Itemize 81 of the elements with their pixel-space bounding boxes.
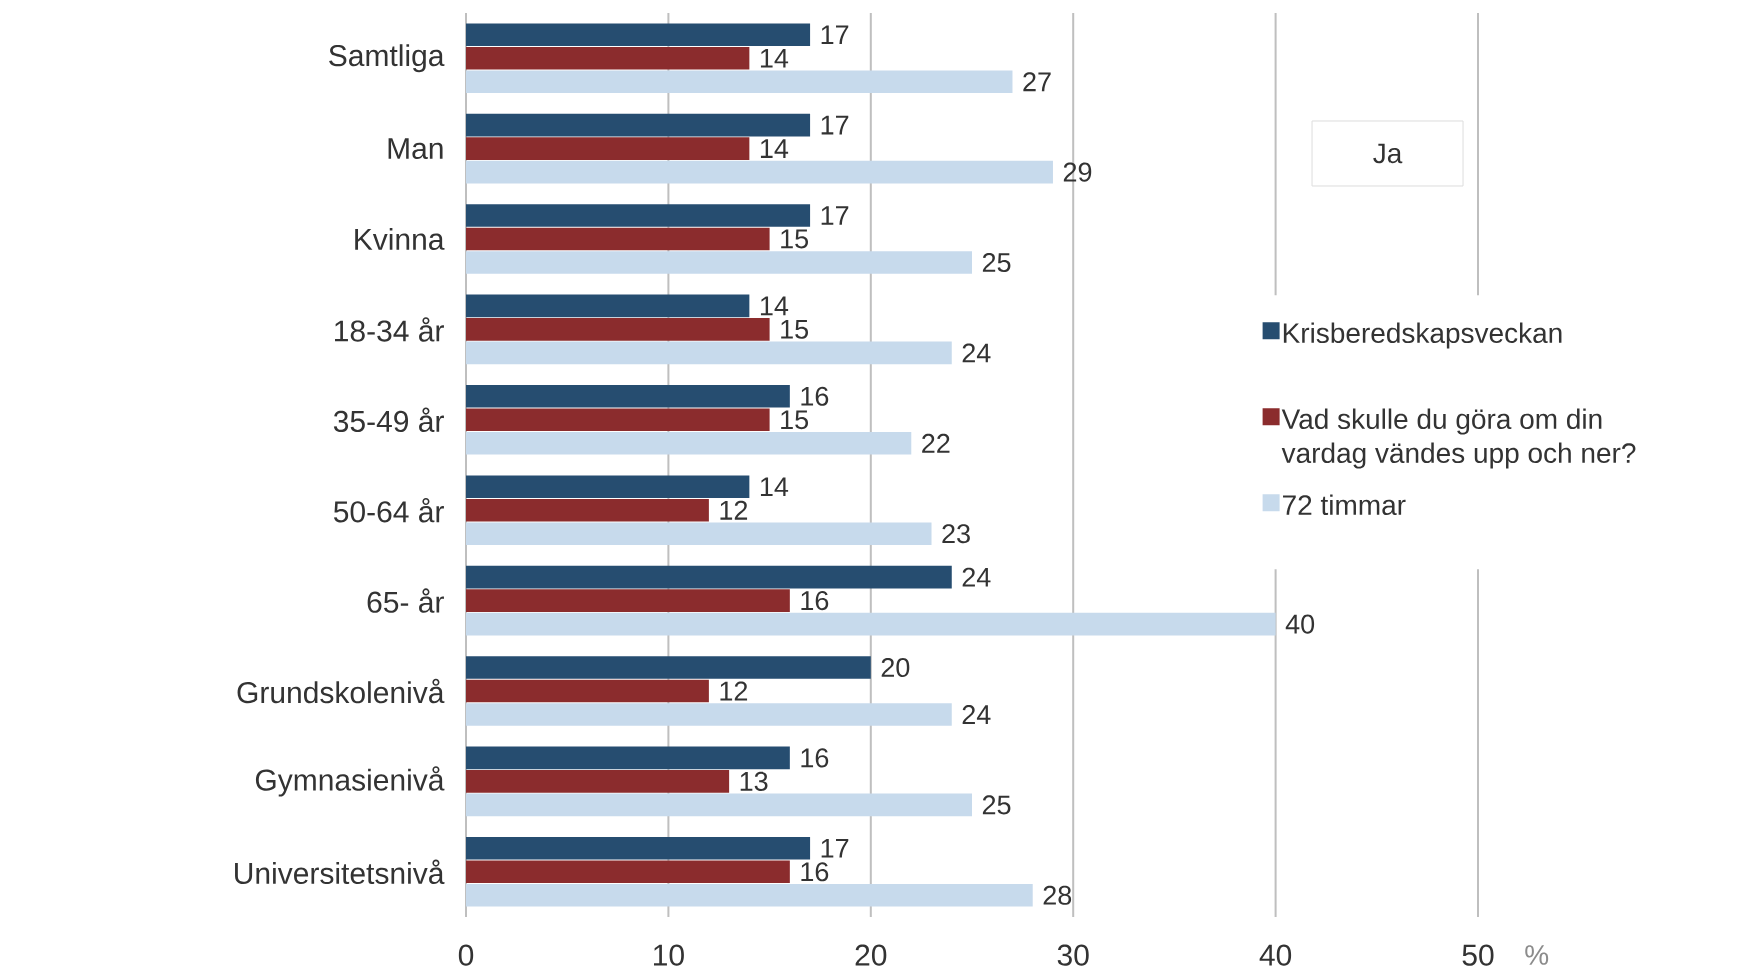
data-label: 17	[821, 206, 849, 225]
bar	[466, 341, 952, 365]
bar	[466, 522, 932, 546]
legend-label: 72 timmar	[1283, 494, 1406, 516]
y-tick-label: Man	[388, 138, 443, 160]
bar	[466, 251, 972, 274]
bar	[466, 498, 709, 522]
bar	[466, 432, 912, 455]
data-label: 40	[1285, 614, 1315, 634]
bar	[466, 770, 730, 793]
data-label: 24	[962, 705, 991, 724]
y-tick-label: Samtliga	[329, 44, 445, 73]
data-label: 24	[962, 567, 991, 587]
y-tick-label: Kvinna	[355, 227, 445, 251]
data-label: 14	[760, 139, 789, 158]
data-label: 16	[801, 591, 829, 611]
data-label: 28	[1043, 885, 1072, 905]
data-label: 27	[1023, 72, 1051, 92]
x-tick-label: 40	[1259, 944, 1292, 966]
data-label: 16	[801, 862, 829, 882]
y-tick-label: Grundskolenivå	[237, 678, 445, 704]
bar	[466, 679, 709, 703]
data-label: 16	[801, 748, 829, 768]
y-tick-label: 50-64 år	[333, 497, 444, 523]
data-label: 17	[821, 25, 849, 44]
y-tick-label: 65- år	[367, 588, 444, 613]
bar	[466, 160, 1053, 184]
data-label: 12	[720, 500, 748, 520]
data-label: 22	[922, 433, 950, 453]
data-label: 17	[821, 839, 849, 858]
data-label: 12	[720, 681, 748, 701]
bar	[466, 884, 1033, 907]
bar	[466, 837, 811, 860]
y-tick-label: 35-49 år	[333, 407, 444, 433]
data-label: 29	[1063, 162, 1092, 182]
bar	[466, 612, 1276, 636]
data-label: 13	[740, 771, 768, 791]
data-label: 15	[781, 229, 809, 249]
x-tick-label: 10	[654, 944, 684, 966]
y-tick-label: Universitetsnivå	[235, 859, 445, 885]
data-label: 20	[881, 657, 910, 678]
data-label: 14	[760, 48, 789, 68]
x-axis-title: %	[1525, 945, 1549, 965]
x-tick-label: 50	[1462, 944, 1494, 966]
bar	[466, 565, 952, 589]
bar	[466, 475, 750, 498]
bar	[466, 46, 750, 70]
bar	[466, 385, 790, 408]
data-label: 14	[760, 296, 789, 316]
x-tick-label: 20	[855, 944, 887, 966]
bar	[466, 227, 770, 251]
data-label: 15	[781, 410, 809, 430]
y-tick-label: Gymnasienivå	[255, 766, 445, 797]
data-label: 16	[801, 386, 829, 406]
data-label: 14	[760, 477, 789, 496]
bar	[466, 793, 972, 817]
legend-label: Krisberedskapsveckan	[1283, 322, 1562, 349]
x-tick-label: 0	[458, 944, 474, 966]
data-label: 25	[982, 252, 1011, 273]
data-label: 25	[982, 795, 1011, 815]
bar	[466, 656, 871, 679]
bar	[466, 23, 811, 46]
bar	[466, 137, 750, 160]
bar	[466, 408, 770, 432]
bar	[466, 746, 790, 770]
data-label: 24	[962, 343, 991, 363]
bar	[466, 204, 811, 227]
data-label: 17	[821, 115, 849, 135]
bar	[466, 113, 811, 137]
bar	[466, 860, 790, 884]
y-tick-label: 18-34 år	[335, 317, 444, 342]
bar	[466, 70, 1013, 93]
data-label: 15	[781, 319, 809, 339]
bar	[466, 294, 750, 318]
data-label: 23	[942, 524, 970, 544]
x-tick-label: 30	[1057, 944, 1089, 966]
bar	[466, 318, 770, 341]
bar	[466, 589, 790, 612]
legend-label: Vad skulle du göra om din vardag vändes upp och ner?	[1281, 408, 1636, 469]
annotation: Ja	[1373, 143, 1403, 164]
bar	[466, 703, 952, 726]
